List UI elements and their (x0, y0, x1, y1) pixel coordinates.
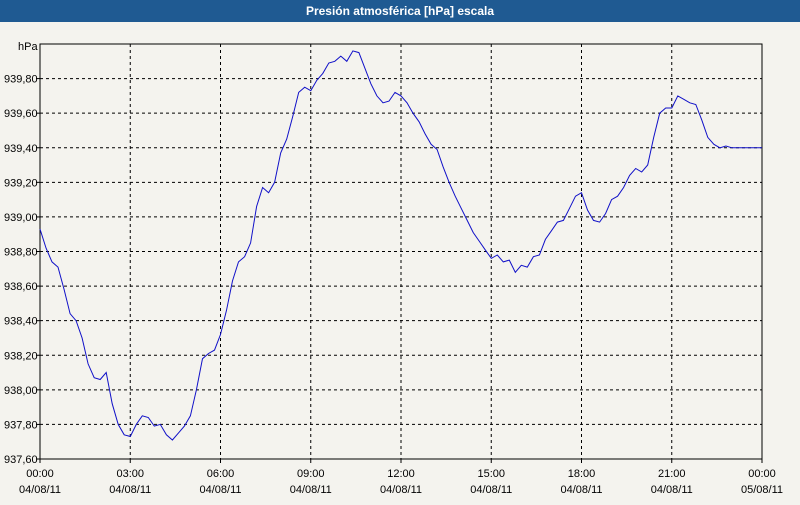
x-tick-date-label: 04/08/11 (560, 484, 602, 496)
y-tick-label: 939,00 (4, 212, 38, 224)
x-tick-date-label: 04/08/11 (19, 484, 61, 496)
y-tick-label: 938,80 (4, 247, 38, 259)
y-tick-label: 938,20 (4, 350, 38, 362)
x-tick-date-label: 04/08/11 (470, 484, 512, 496)
x-tick-date-label: 04/08/11 (651, 484, 693, 496)
x-tick-time-label: 00:00 (748, 468, 776, 480)
x-tick-time-label: 18:00 (568, 468, 596, 480)
y-tick-label: 937,80 (4, 419, 38, 431)
x-tick-time-label: 12:00 (387, 468, 415, 480)
pressure-series-line (39, 50, 762, 441)
y-tick-label: 939,40 (4, 143, 38, 155)
x-tick-date-label: 05/08/11 (741, 484, 783, 496)
series-group (39, 50, 762, 441)
x-axis-ticks: 00:00 04/08/11 03:00 04/08/11 06:00 04/08/11 0… (19, 459, 783, 496)
x-tick-date-label: 04/08/11 (109, 484, 151, 496)
y-tick-label: 939,20 (4, 177, 38, 189)
y-tick-label: 939,60 (4, 108, 38, 120)
y-tick-label: 937,60 (4, 454, 38, 466)
x-tick-time-label: 15:00 (477, 468, 505, 480)
x-tick-time-label: 21:00 (658, 468, 686, 480)
pressure-line-chart: hPa 937,60 937,80 938,00 938,20 938,40 938,60… (4, 41, 783, 496)
y-tick-label: 938,40 (4, 316, 38, 328)
y-tick-label: 939,80 (4, 74, 38, 86)
x-tick-date-label: 04/08/11 (290, 484, 332, 496)
x-tick-time-label: 00:00 (26, 468, 54, 480)
y-tick-label: 938,60 (4, 281, 38, 293)
x-tick-date-label: 04/08/11 (380, 484, 422, 496)
x-tick-date-label: 04/08/11 (199, 484, 241, 496)
y-axis-ticks: 937,60 937,80 938,00 938,20 938,40 938,60 938,… (4, 74, 40, 466)
x-tick-time-label: 06:00 (207, 468, 235, 480)
y-axis-unit-label: hPa (18, 41, 38, 53)
y-tick-label: 938,00 (4, 385, 38, 397)
chart-area: hPa 937,60 937,80 938,00 938,20 938,40 938,60… (0, 22, 800, 500)
chart-title: Presión atmosférica [hPa] escala (0, 0, 800, 22)
plot-frame (39, 43, 763, 460)
x-tick-time-label: 09:00 (297, 468, 325, 480)
x-tick-time-label: 03:00 (116, 468, 144, 480)
grid-lines (40, 44, 762, 460)
